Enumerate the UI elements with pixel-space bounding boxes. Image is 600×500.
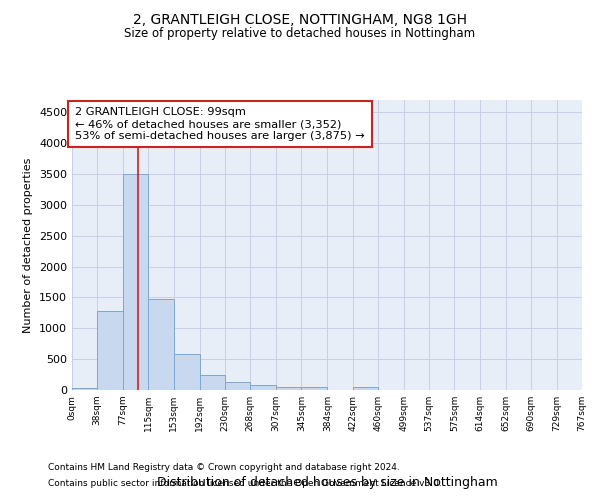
Text: 2 GRANTLEIGH CLOSE: 99sqm
← 46% of detached houses are smaller (3,352)
53% of se: 2 GRANTLEIGH CLOSE: 99sqm ← 46% of detac…	[76, 108, 365, 140]
Bar	[301, 387, 328, 390]
Bar	[148, 298, 174, 390]
Bar	[353, 387, 378, 390]
Text: 2, GRANTLEIGH CLOSE, NOTTINGHAM, NG8 1GH: 2, GRANTLEIGH CLOSE, NOTTINGHAM, NG8 1GH	[133, 12, 467, 26]
Bar	[123, 174, 148, 390]
Bar	[72, 388, 97, 390]
Bar	[97, 311, 123, 390]
Text: Contains public sector information licensed under the Open Government Licence v3: Contains public sector information licen…	[48, 478, 442, 488]
Bar	[250, 385, 276, 390]
X-axis label: Distribution of detached houses by size in Nottingham: Distribution of detached houses by size …	[157, 476, 497, 488]
Text: Size of property relative to detached houses in Nottingham: Size of property relative to detached ho…	[124, 28, 476, 40]
Text: Contains HM Land Registry data © Crown copyright and database right 2024.: Contains HM Land Registry data © Crown c…	[48, 464, 400, 472]
Y-axis label: Number of detached properties: Number of detached properties	[23, 158, 34, 332]
Bar	[225, 382, 250, 390]
Bar	[200, 375, 225, 390]
Bar	[174, 354, 200, 390]
Bar	[276, 387, 301, 390]
